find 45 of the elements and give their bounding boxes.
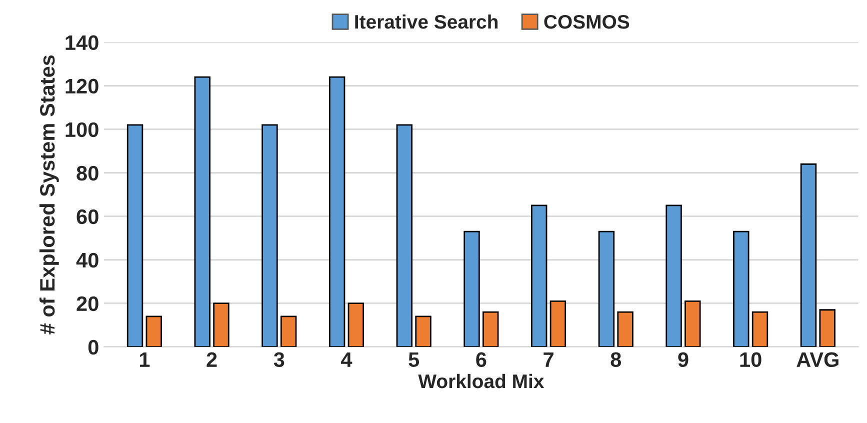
bar <box>598 230 615 347</box>
x-tick-label: 9 <box>678 352 688 368</box>
bar <box>800 163 817 347</box>
x-tick-label: 7 <box>544 352 554 367</box>
x-tick-label: 2 <box>206 352 217 367</box>
bar <box>752 311 768 347</box>
bar <box>280 316 297 347</box>
bar <box>684 300 701 347</box>
bar <box>194 76 210 347</box>
x-axis-title: Workload Mix <box>418 374 544 388</box>
bar <box>396 124 413 347</box>
bar <box>666 204 682 347</box>
legend-label: Iterative Search <box>355 14 498 29</box>
x-tick-label: 8 <box>610 352 622 368</box>
bar <box>213 302 230 347</box>
bar <box>415 316 432 347</box>
bar <box>819 309 836 347</box>
y-tick-label: 40 <box>76 252 98 268</box>
bar <box>328 76 346 347</box>
legend-label: COSMOS <box>544 14 630 29</box>
x-tick-label: 6 <box>476 352 486 368</box>
x-tick-label: 10 <box>740 352 762 368</box>
bar <box>617 311 634 347</box>
x-tick-label: 3 <box>274 352 284 368</box>
bar <box>550 300 566 347</box>
y-tick-label: 0 <box>88 340 98 355</box>
y-tick-label: 120 <box>66 78 98 94</box>
y-tick-label: 140 <box>66 35 98 50</box>
bar <box>146 316 162 347</box>
y-axis-title: # of Explored System States <box>39 55 59 334</box>
bar <box>733 230 750 347</box>
bar <box>464 230 480 347</box>
bar <box>126 124 144 347</box>
y-tick-label: 100 <box>66 122 98 138</box>
bar <box>348 302 364 347</box>
bar <box>482 311 499 347</box>
x-tick-label: AVG <box>796 352 838 368</box>
y-tick-label: 60 <box>76 209 98 224</box>
x-tick-label: 4 <box>341 352 352 367</box>
bar <box>531 204 548 347</box>
x-tick-label: 1 <box>140 352 150 367</box>
y-tick-label: 20 <box>76 296 98 312</box>
bar <box>262 124 278 347</box>
x-tick-label: 5 <box>408 352 420 368</box>
y-tick-label: 80 <box>76 166 98 181</box>
